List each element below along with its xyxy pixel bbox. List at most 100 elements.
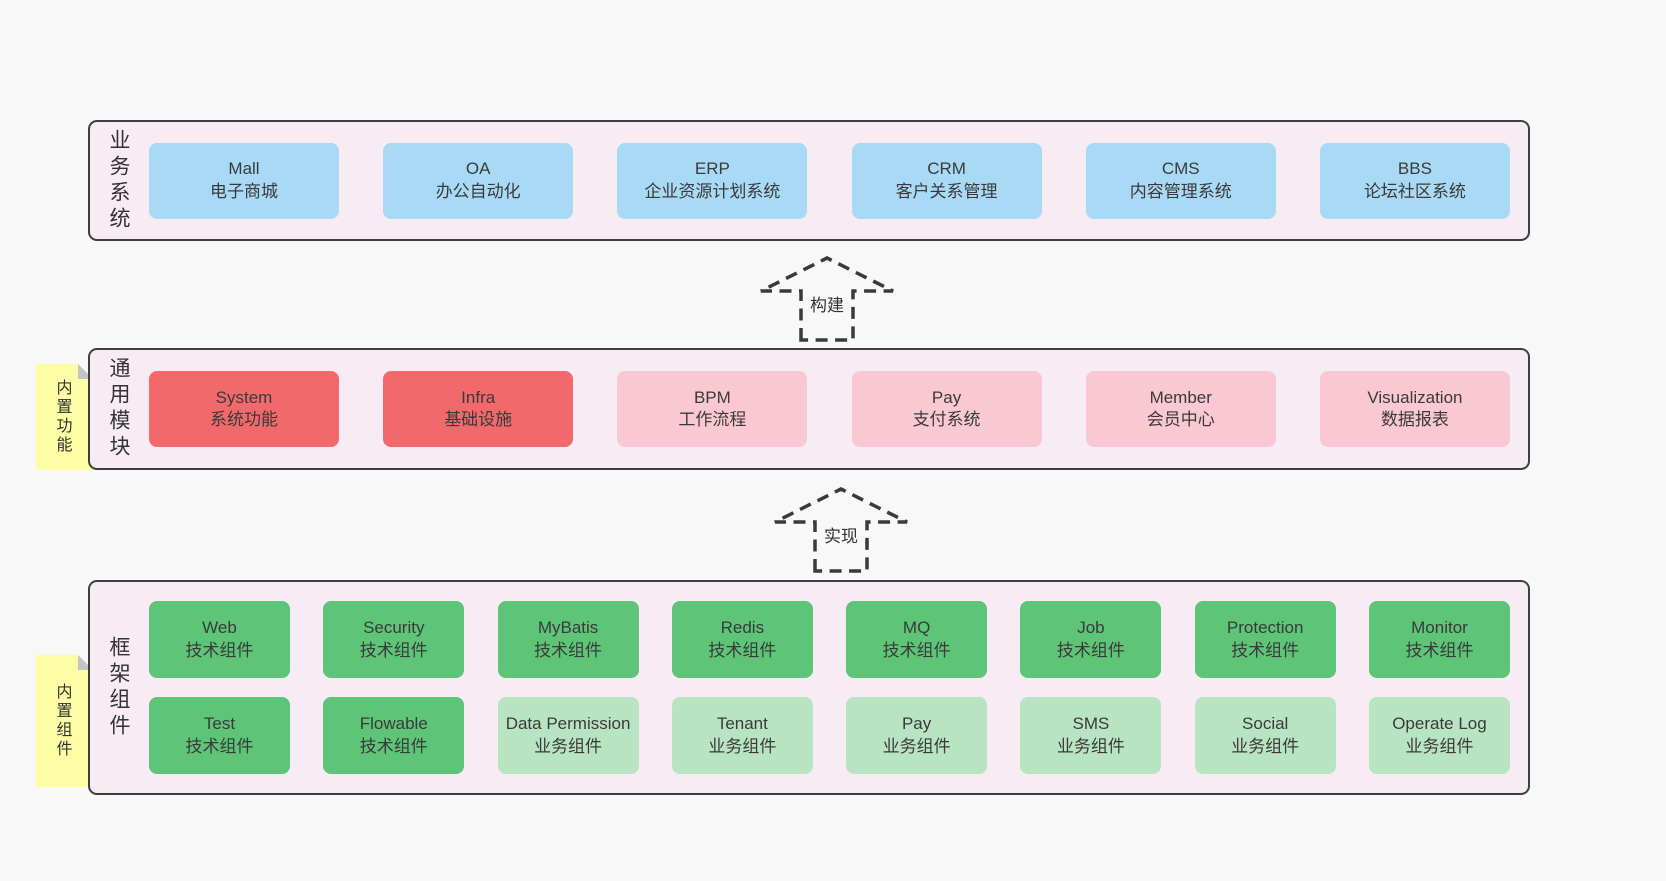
layer-label-common-modules: 通用模块 xyxy=(107,357,130,461)
box-title: Member xyxy=(1149,387,1212,407)
box-title: Social xyxy=(1242,714,1289,734)
box-operate-log: Operate Log 业务组件 xyxy=(1368,697,1510,774)
box-title: Monitor xyxy=(1411,618,1468,638)
box-subtitle: 技术组件 xyxy=(185,640,254,660)
box-title: Pay xyxy=(931,387,962,407)
layer-label-framework-components: 框架组件 xyxy=(107,635,130,740)
box-title: Job xyxy=(1077,618,1105,638)
box-mybatis: MyBatis 技术组件 xyxy=(497,601,639,678)
box-title: Test xyxy=(203,714,236,734)
note-text: 内置功能 xyxy=(53,379,71,455)
box-subtitle: 内容管理系统 xyxy=(1129,181,1232,201)
box-test: Test 技术组件 xyxy=(149,697,290,774)
box-subtitle: 业务组件 xyxy=(1231,736,1300,756)
box-flowable: Flowable 技术组件 xyxy=(323,697,465,774)
box-protection: Protection 技术组件 xyxy=(1194,601,1336,678)
arrow-implement-label: 实现 xyxy=(821,521,861,548)
box-sms: SMS 业务组件 xyxy=(1020,697,1162,774)
arrow-build-label: 构建 xyxy=(807,290,847,317)
box-oa: OA 办公自动化 xyxy=(383,142,574,219)
box-member: Member 会员中心 xyxy=(1085,371,1276,447)
box-subtitle: 论坛社区系统 xyxy=(1363,181,1466,201)
framework-row-2: Test 技术组件 Flowable 技术组件 Data Permission … xyxy=(133,697,1528,774)
box-bpm: BPM 工作流程 xyxy=(617,371,808,447)
box-monitor: Monitor 技术组件 xyxy=(1368,601,1510,678)
sticky-note-built-in-components: 内置组件 xyxy=(36,655,93,787)
note-text: 内置组件 xyxy=(53,683,71,759)
arrow-up-icon xyxy=(760,256,894,342)
box-title: OA xyxy=(465,159,491,179)
box-title: Mall xyxy=(228,159,260,179)
layer-framework-components: 框架组件 Web 技术组件 Security 技术组件 MyBatis 技术组件… xyxy=(88,580,1530,795)
box-subtitle: 技术组件 xyxy=(359,736,428,756)
box-subtitle: 工作流程 xyxy=(678,410,747,429)
arrow-implement: 实现 xyxy=(771,486,911,574)
business-systems-row: Mall 电子商城 OA 办公自动化 ERP 企业资源计划系统 CRM 客户关系… xyxy=(133,122,1528,239)
box-title: CMS xyxy=(1161,159,1200,179)
box-web: Web 技术组件 xyxy=(149,601,290,678)
box-title: Redis xyxy=(720,618,765,638)
box-tenant: Tenant 业务组件 xyxy=(671,697,813,774)
box-title: BBS xyxy=(1397,159,1432,179)
box-visualization: Visualization 数据报表 xyxy=(1319,371,1510,447)
box-subtitle: 业务组件 xyxy=(708,736,777,756)
box-title: Data Permission xyxy=(505,714,631,734)
box-title: Infra xyxy=(461,387,496,407)
box-redis: Redis 技术组件 xyxy=(671,601,813,678)
arrow-build: 构建 xyxy=(757,255,897,343)
layer-common-modules: 通用模块 System 系统功能 Infra 基础设施 BPM 工作流程 Pay… xyxy=(88,348,1530,470)
framework-components-rows: Web 技术组件 Security 技术组件 MyBatis 技术组件 Redi… xyxy=(133,582,1528,793)
layer-business-systems: 业务系统 Mall 电子商城 OA 办公自动化 ERP 企业资源计划系统 CRM… xyxy=(88,120,1530,241)
box-subtitle: 业务组件 xyxy=(534,736,603,756)
box-subtitle: 技术组件 xyxy=(1056,640,1125,660)
arrow-up-icon xyxy=(774,487,908,573)
common-modules-row: System 系统功能 Infra 基础设施 BPM 工作流程 Pay 支付系统… xyxy=(133,350,1528,468)
box-subtitle: 办公自动化 xyxy=(435,181,521,201)
box-subtitle: 支付系统 xyxy=(912,410,981,429)
box-subtitle: 业务组件 xyxy=(882,736,951,756)
box-data-permission: Data Permission 业务组件 xyxy=(497,697,639,774)
box-subtitle: 会员中心 xyxy=(1146,410,1215,429)
box-pay-component: Pay 业务组件 xyxy=(846,697,988,774)
box-subtitle: 客户关系管理 xyxy=(895,181,998,201)
box-title: Visualization xyxy=(1367,387,1463,407)
box-subtitle: 系统功能 xyxy=(210,410,278,429)
box-subtitle: 技术组件 xyxy=(708,640,777,660)
box-cms: CMS 内容管理系统 xyxy=(1085,142,1276,219)
box-subtitle: 业务组件 xyxy=(1056,736,1125,756)
box-subtitle: 技术组件 xyxy=(534,640,603,660)
box-subtitle: 技术组件 xyxy=(1231,640,1300,660)
box-title: MQ xyxy=(902,618,931,638)
box-job: Job 技术组件 xyxy=(1020,601,1162,678)
box-title: Protection xyxy=(1226,618,1304,638)
sticky-note-built-in-functions: 内置功能 xyxy=(36,364,93,470)
box-title: Pay xyxy=(901,714,932,734)
box-title: SMS xyxy=(1072,714,1110,734)
box-subtitle: 业务组件 xyxy=(1405,736,1474,756)
box-title: System xyxy=(215,387,273,407)
box-subtitle: 基础设施 xyxy=(444,410,513,429)
box-subtitle: 电子商城 xyxy=(210,181,278,201)
box-pay: Pay 支付系统 xyxy=(851,371,1042,447)
box-title: CRM xyxy=(927,159,966,179)
box-title: Web xyxy=(202,618,237,638)
box-title: Operate Log xyxy=(1392,714,1487,734)
box-crm: CRM 客户关系管理 xyxy=(851,142,1042,219)
box-subtitle: 技术组件 xyxy=(882,640,951,660)
box-subtitle: 技术组件 xyxy=(1405,640,1474,660)
box-title: ERP xyxy=(694,159,730,179)
box-subtitle: 数据报表 xyxy=(1380,410,1449,429)
box-title: Tenant xyxy=(716,714,768,734)
box-title: MyBatis xyxy=(537,618,599,638)
box-title: BPM xyxy=(693,387,731,407)
layer-label-business-systems: 业务系统 xyxy=(107,128,130,233)
box-subtitle: 技术组件 xyxy=(185,736,254,756)
box-subtitle: 企业资源计划系统 xyxy=(644,181,781,201)
box-bbs: BBS 论坛社区系统 xyxy=(1319,142,1510,219)
framework-row-1: Web 技术组件 Security 技术组件 MyBatis 技术组件 Redi… xyxy=(133,601,1528,678)
box-erp: ERP 企业资源计划系统 xyxy=(617,142,808,219)
box-infra: Infra 基础设施 xyxy=(383,371,574,447)
box-mq: MQ 技术组件 xyxy=(846,601,988,678)
box-system: System 系统功能 xyxy=(149,371,339,447)
